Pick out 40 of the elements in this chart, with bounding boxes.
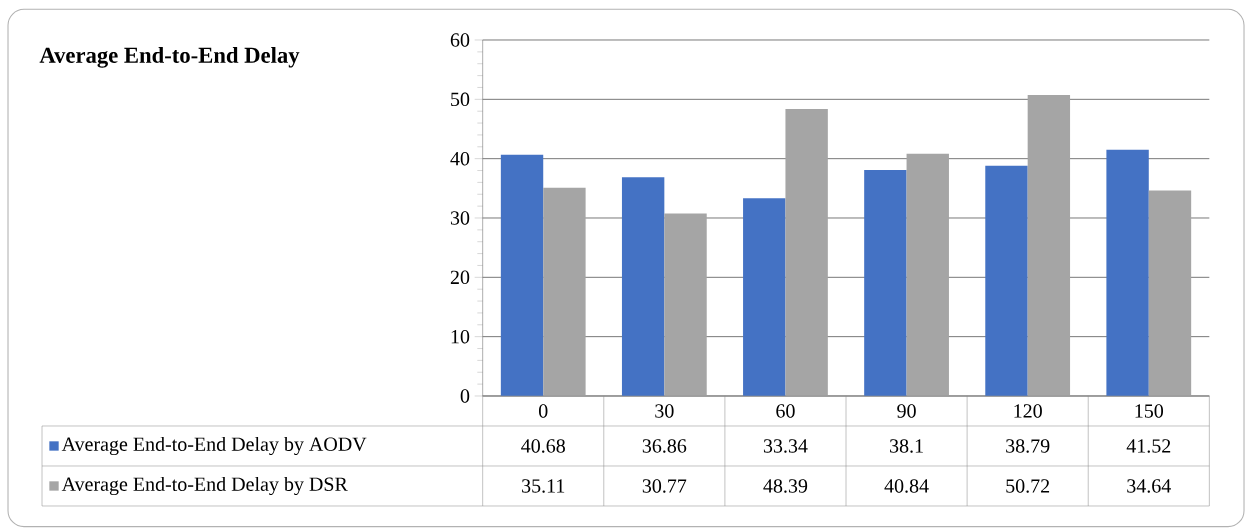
- bar: [785, 109, 828, 397]
- data-label: 34.64: [1127, 479, 1171, 493]
- bar: [500, 154, 544, 397]
- x-tick-label: 0: [538, 404, 548, 418]
- y-tick-label: 40: [450, 152, 470, 166]
- data-label: 38.79: [1006, 439, 1050, 453]
- bar: [906, 153, 949, 397]
- data-label: 35.11: [522, 479, 565, 493]
- data-label: 38.1: [890, 439, 923, 453]
- y-tick-label: 10: [451, 330, 470, 344]
- data-label: 30.77: [642, 479, 687, 493]
- x-tick-label: 150: [1135, 404, 1164, 418]
- text: Average End-to-End Delay: [39, 47, 300, 68]
- bar: [1106, 149, 1149, 397]
- y-tick-label: 60: [450, 33, 470, 47]
- data-label: 33.34: [763, 439, 808, 453]
- data-label: 41.52: [1126, 439, 1171, 453]
- bar: [621, 177, 665, 397]
- data-label: 40.68: [521, 439, 565, 453]
- y-tick-label: 50: [451, 92, 470, 107]
- legend-label: Average End-to-End Delay by AODV: [61, 437, 367, 456]
- x-tick-label: 120: [1014, 404, 1042, 418]
- bar: [1027, 95, 1071, 397]
- bar: [985, 166, 1028, 397]
- legend-label: Average End-to-End Delay by DSR: [61, 477, 348, 496]
- bar: [543, 187, 586, 397]
- y-tick-label: 20: [450, 270, 470, 285]
- data-label: 40.84: [884, 479, 929, 493]
- x-tick-label: 60: [776, 404, 795, 418]
- bar: [1148, 190, 1192, 397]
- data-label: 48.39: [763, 479, 808, 493]
- y-tick-label: 0: [460, 389, 470, 403]
- bar: [664, 213, 707, 397]
- bar: [743, 198, 786, 397]
- y-tick-label: 30: [450, 211, 470, 225]
- data-label: 36.86: [642, 439, 687, 453]
- data-label: 50.72: [1006, 479, 1050, 493]
- x-tick-label: 30: [655, 404, 674, 418]
- bar: [864, 170, 907, 397]
- x-tick-label: 90: [897, 404, 916, 418]
